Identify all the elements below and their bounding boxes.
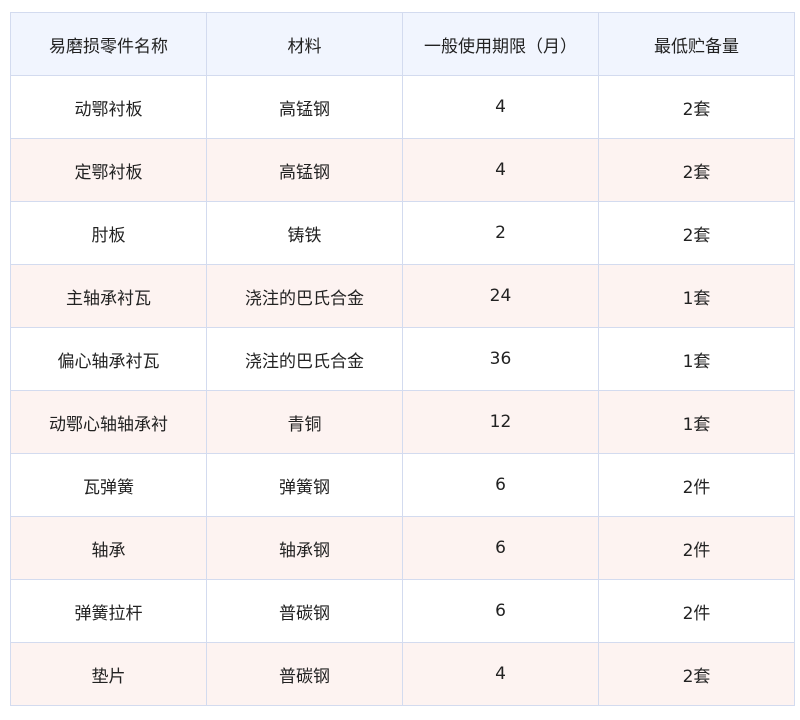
cell-part-name: 弹簧拉杆 <box>10 579 207 643</box>
cell-material: 普碳钢 <box>206 579 403 643</box>
wear-parts-table: 易磨损零件名称 材料 一般使用期限（月） 最低贮备量 动鄂衬板 高锰钢 4 2套 定鄂衬板 高锰… <box>10 12 795 706</box>
cell-min-reserve: 1套 <box>598 390 795 454</box>
cell-part-name: 瓦弹簧 <box>10 453 207 517</box>
cell-part-name: 垫片 <box>10 642 207 706</box>
header-part-name: 易磨损零件名称 <box>10 12 207 76</box>
table-row: 动鄂衬板 高锰钢 4 2套 <box>10 75 795 139</box>
cell-part-name: 肘板 <box>10 201 207 265</box>
cell-material: 青铜 <box>206 390 403 454</box>
cell-min-reserve: 2套 <box>598 201 795 265</box>
cell-material: 轴承钢 <box>206 516 403 580</box>
cell-service-life-months: 6 <box>402 453 599 517</box>
cell-min-reserve: 2套 <box>598 642 795 706</box>
table-row: 弹簧拉杆 普碳钢 6 2件 <box>10 579 795 643</box>
cell-service-life-months: 24 <box>402 264 599 328</box>
table-row: 垫片 普碳钢 4 2套 <box>10 642 795 706</box>
cell-service-life-months: 4 <box>402 75 599 139</box>
cell-min-reserve: 2件 <box>598 516 795 580</box>
cell-min-reserve: 1套 <box>598 264 795 328</box>
header-material: 材料 <box>206 12 403 76</box>
cell-material: 浇注的巴氏合金 <box>206 327 403 391</box>
cell-part-name: 主轴承衬瓦 <box>10 264 207 328</box>
cell-service-life-months: 12 <box>402 390 599 454</box>
cell-part-name: 偏心轴承衬瓦 <box>10 327 207 391</box>
header-service-life-months: 一般使用期限（月） <box>402 12 599 76</box>
table-row: 主轴承衬瓦 浇注的巴氏合金 24 1套 <box>10 264 795 328</box>
cell-min-reserve: 2套 <box>598 75 795 139</box>
table-row: 定鄂衬板 高锰钢 4 2套 <box>10 138 795 202</box>
cell-part-name: 动鄂衬板 <box>10 75 207 139</box>
cell-material: 铸铁 <box>206 201 403 265</box>
cell-part-name: 轴承 <box>10 516 207 580</box>
cell-service-life-months: 6 <box>402 579 599 643</box>
header-min-reserve: 最低贮备量 <box>598 12 795 76</box>
cell-service-life-months: 4 <box>402 642 599 706</box>
cell-min-reserve: 2件 <box>598 579 795 643</box>
cell-service-life-months: 2 <box>402 201 599 265</box>
cell-material: 浇注的巴氏合金 <box>206 264 403 328</box>
cell-part-name: 动鄂心轴轴承衬 <box>10 390 207 454</box>
cell-service-life-months: 6 <box>402 516 599 580</box>
cell-min-reserve: 1套 <box>598 327 795 391</box>
cell-material: 高锰钢 <box>206 138 403 202</box>
table-row: 肘板 铸铁 2 2套 <box>10 201 795 265</box>
header-row: 易磨损零件名称 材料 一般使用期限（月） 最低贮备量 <box>10 12 795 76</box>
table-row: 动鄂心轴轴承衬 青铜 12 1套 <box>10 390 795 454</box>
cell-min-reserve: 2件 <box>598 453 795 517</box>
cell-material: 普碳钢 <box>206 642 403 706</box>
cell-material: 弹簧钢 <box>206 453 403 517</box>
cell-min-reserve: 2套 <box>598 138 795 202</box>
table-row: 偏心轴承衬瓦 浇注的巴氏合金 36 1套 <box>10 327 795 391</box>
table-row: 轴承 轴承钢 6 2件 <box>10 516 795 580</box>
cell-part-name: 定鄂衬板 <box>10 138 207 202</box>
table-row: 瓦弹簧 弹簧钢 6 2件 <box>10 453 795 517</box>
cell-material: 高锰钢 <box>206 75 403 139</box>
cell-service-life-months: 4 <box>402 138 599 202</box>
cell-service-life-months: 36 <box>402 327 599 391</box>
